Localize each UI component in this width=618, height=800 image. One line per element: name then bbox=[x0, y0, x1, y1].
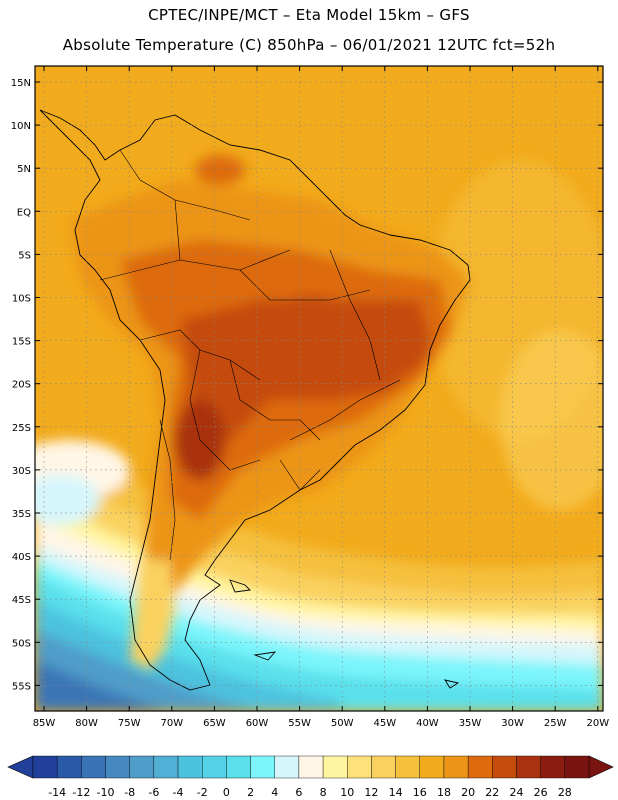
colorbar-swatch bbox=[81, 755, 106, 779]
colorbar-swatch bbox=[492, 755, 517, 779]
lon-tick-label: 85W bbox=[33, 718, 56, 729]
colorbar-label: -2 bbox=[197, 786, 208, 799]
lon-tick-label: 30W bbox=[501, 718, 524, 729]
colorbar-swatch bbox=[250, 755, 275, 779]
colorbar-label: 14 bbox=[389, 786, 403, 799]
lon-tick-label: 35W bbox=[459, 718, 482, 729]
colorbar-swatch bbox=[32, 755, 58, 779]
lat-tick-label: 15N bbox=[11, 78, 31, 89]
colorbar-swatch bbox=[347, 755, 372, 779]
lat-tick-label: 10N bbox=[11, 121, 31, 132]
colorbar-swatch bbox=[322, 755, 348, 779]
lon-tick-label: 45W bbox=[373, 718, 396, 729]
lat-tick-label: 55S bbox=[12, 681, 31, 692]
colorbar-swatch bbox=[395, 755, 420, 779]
lon-tick-label: 65W bbox=[203, 718, 226, 729]
colorbar-swatch bbox=[298, 755, 324, 779]
lat-tick-label: 35S bbox=[12, 509, 31, 520]
colorbar-swatch bbox=[419, 755, 445, 779]
lon-tick-label: 60W bbox=[246, 718, 269, 729]
colorbar-label: -14 bbox=[48, 786, 66, 799]
lon-tick-label: 40W bbox=[416, 718, 439, 729]
colorbar-swatch bbox=[56, 755, 82, 779]
lat-tick-label: 5S bbox=[18, 250, 31, 261]
colorbar-label: 0 bbox=[223, 786, 230, 799]
colorbar-label: -6 bbox=[148, 786, 159, 799]
colorbar-label: 24 bbox=[509, 786, 523, 799]
lat-tick-label: 15S bbox=[12, 337, 31, 348]
colorbar-label: 18 bbox=[437, 786, 451, 799]
colorbar-label: 16 bbox=[413, 786, 427, 799]
chart-title-line1: CPTEC/INPE/MCT – Eta Model 15km – GFS bbox=[148, 6, 470, 24]
lat-tick-label: 50S bbox=[12, 638, 31, 649]
lon-tick-label: 50W bbox=[331, 718, 354, 729]
map-frame bbox=[34, 65, 604, 712]
colorbar-label: 20 bbox=[461, 786, 475, 799]
colorbar-swatch bbox=[467, 755, 493, 779]
country-borders bbox=[99, 149, 401, 561]
colorbar-label: 4 bbox=[271, 786, 278, 799]
colorbar-swatch bbox=[564, 755, 590, 779]
lat-tick-label: 10S bbox=[12, 294, 31, 305]
colorbar-swatch bbox=[371, 755, 396, 779]
longitude-axis: 85W 80W 75W 70W 65W 60W 55W 50W 45W 40W 35W 30W 25W 2… bbox=[33, 66, 609, 729]
colorbar-swatch bbox=[226, 755, 251, 779]
lat-tick-label: 45S bbox=[12, 595, 31, 606]
colorbar-swatch bbox=[105, 755, 130, 779]
colorbar-label: 12 bbox=[364, 786, 378, 799]
colorbar-label: 26 bbox=[534, 786, 548, 799]
colorbar-label: 2 bbox=[247, 786, 254, 799]
lon-tick-label: 70W bbox=[160, 718, 183, 729]
lat-tick-label: 40S bbox=[12, 552, 31, 563]
lat-tick-label: 25S bbox=[12, 423, 31, 434]
lon-tick-label: 20W bbox=[586, 718, 609, 729]
chart-title-line2: Absolute Temperature (C) 850hPa – 06/01/… bbox=[62, 36, 556, 54]
colorbar-label: 8 bbox=[320, 786, 327, 799]
colorbar-label: 10 bbox=[340, 786, 354, 799]
colorbar-label: -12 bbox=[72, 786, 90, 799]
lon-tick-label: 55W bbox=[288, 718, 311, 729]
lat-tick-label: EQ bbox=[17, 207, 31, 218]
colorbar: -14 -12 -10 -8 -6 -4 -2 0 2 4 6 8 10 12 14 16 18 20 22 24 26… bbox=[7, 755, 614, 799]
colorbar-swatch bbox=[202, 755, 227, 779]
lon-tick-label: 80W bbox=[75, 718, 98, 729]
latitude-axis: 15N 10N 5N EQ 5S 10S 15S 20S 25S 30S 35S 40S 45S 50S 5… bbox=[11, 78, 603, 692]
colorbar-swatch bbox=[516, 755, 541, 779]
lon-tick-label: 75W bbox=[118, 718, 141, 729]
lat-tick-label: 5N bbox=[17, 164, 31, 175]
colorbar-swatch bbox=[274, 755, 300, 779]
colorbar-label: 6 bbox=[295, 786, 302, 799]
colorbar-swatch bbox=[129, 755, 155, 779]
colorbar-swatch bbox=[443, 755, 469, 779]
colorbar-arrow-high bbox=[588, 755, 614, 779]
temperature-field bbox=[35, 66, 603, 711]
colorbar-label: -8 bbox=[124, 786, 135, 799]
colorbar-swatch bbox=[540, 755, 566, 779]
colorbar-arrow-low bbox=[7, 755, 34, 779]
colorbar-label: -4 bbox=[173, 786, 184, 799]
colorbar-swatch bbox=[177, 755, 203, 779]
lat-tick-label: 20S bbox=[12, 380, 31, 391]
colorbar-swatch bbox=[153, 755, 179, 779]
colorbar-label: -10 bbox=[97, 786, 115, 799]
colorbar-label: 22 bbox=[485, 786, 499, 799]
lat-tick-label: 30S bbox=[12, 466, 31, 477]
lon-tick-label: 25W bbox=[544, 718, 567, 729]
colorbar-label: 28 bbox=[558, 786, 572, 799]
